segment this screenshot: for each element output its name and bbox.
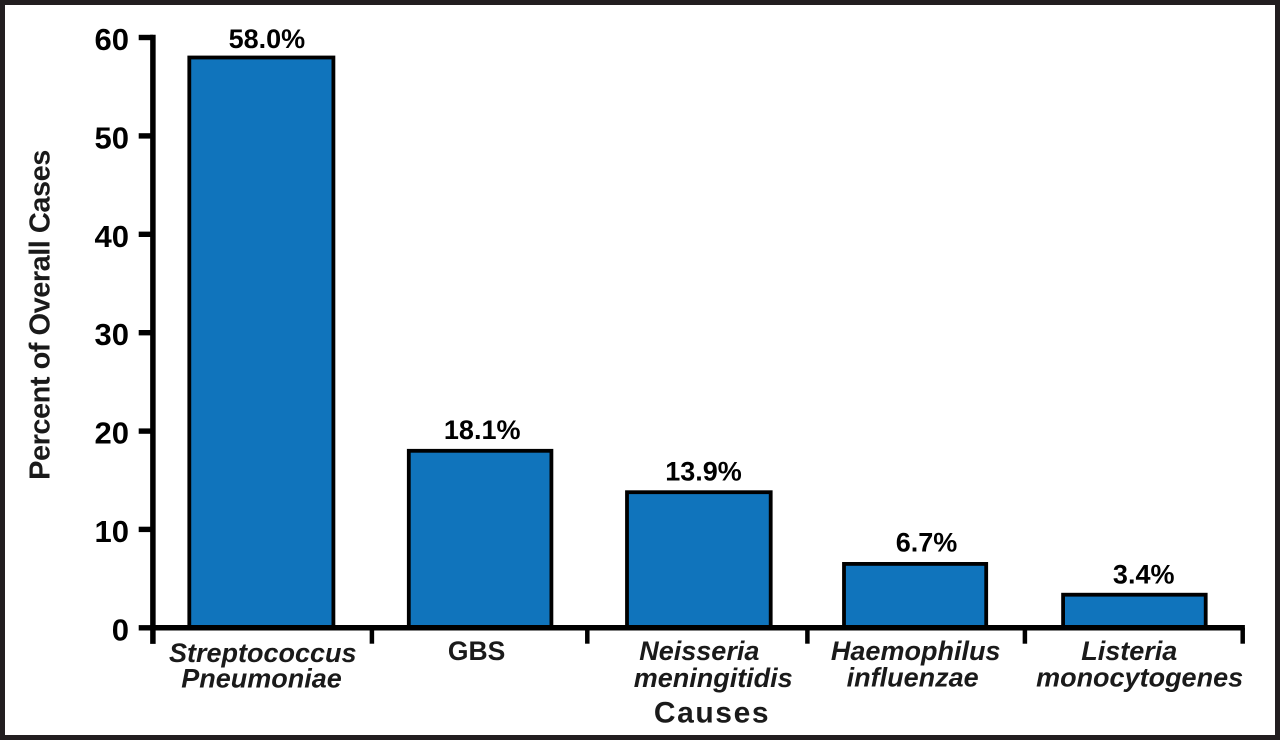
svg-text:30: 30 [95,317,129,352]
svg-text:13.9%: 13.9% [665,456,742,486]
svg-text:monocytogenes: monocytogenes [1036,663,1243,693]
svg-text:0: 0 [112,612,129,647]
svg-text:Streptococcus: Streptococcus [169,638,357,668]
svg-text:18.1%: 18.1% [444,415,521,445]
svg-text:Neisseria: Neisseria [639,636,759,666]
svg-text:3.4%: 3.4% [1113,560,1175,590]
svg-text:GBS: GBS [448,636,505,666]
svg-text:Causes: Causes [654,696,770,729]
svg-text:Haemophilus: Haemophilus [831,636,1001,666]
svg-text:meningitidis: meningitidis [634,663,793,693]
svg-text:58.0%: 58.0% [229,24,306,54]
svg-text:Pneumoniae: Pneumoniae [181,663,342,693]
svg-text:60: 60 [95,22,129,57]
svg-text:Listeria: Listeria [1081,636,1177,666]
svg-text:10: 10 [95,514,129,549]
svg-text:50: 50 [95,120,129,155]
svg-text:40: 40 [95,219,129,254]
svg-text:Percent of Overall Cases: Percent of Overall Cases [25,150,57,480]
svg-text:influenzae: influenzae [847,662,979,692]
svg-text:20: 20 [95,416,129,451]
svg-text:6.7%: 6.7% [896,527,958,557]
